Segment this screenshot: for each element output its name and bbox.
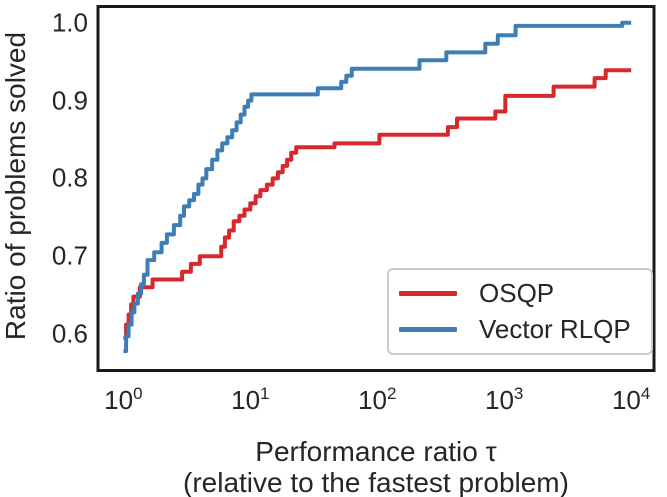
y-tick-0.9: 0.9	[51, 85, 88, 116]
x-tick-10e2: 102	[358, 384, 397, 415]
legend-row-vector-rlqp: Vector RLQP	[399, 314, 651, 345]
x-axis-label-line1: Performance ratio τ	[255, 436, 497, 467]
y-tick-0.6: 0.6	[51, 318, 88, 349]
osqp-line	[123, 68, 632, 340]
x-tick-10e1: 101	[231, 384, 270, 415]
y-tick-1.0: 1.0	[51, 7, 88, 38]
legend: OSQP Vector RLQP	[387, 268, 653, 355]
osqp-legend-line	[399, 291, 457, 297]
y-tick-0.8: 0.8	[51, 162, 88, 193]
legend-row-osqp: OSQP	[399, 278, 651, 309]
axes-spines	[96, 5, 656, 372]
vector-rlqp-legend-label: Vector RLQP	[479, 313, 631, 344]
vector-rlqp-legend-line	[399, 326, 457, 332]
x-axis-label-line2: (relative to the fastest problem)	[183, 467, 569, 497]
x-axis-label: Performance ratio τ (relative to the fas…	[97, 436, 655, 497]
vector-rlqp-line	[123, 20, 632, 354]
x-tick-10e4: 104	[611, 384, 651, 415]
osqp-legend-label: OSQP	[479, 278, 555, 309]
x-tick-10e0: 100	[104, 384, 143, 415]
y-tick-0.7: 0.7	[51, 240, 88, 271]
x-tick-10e3: 103	[485, 384, 524, 415]
